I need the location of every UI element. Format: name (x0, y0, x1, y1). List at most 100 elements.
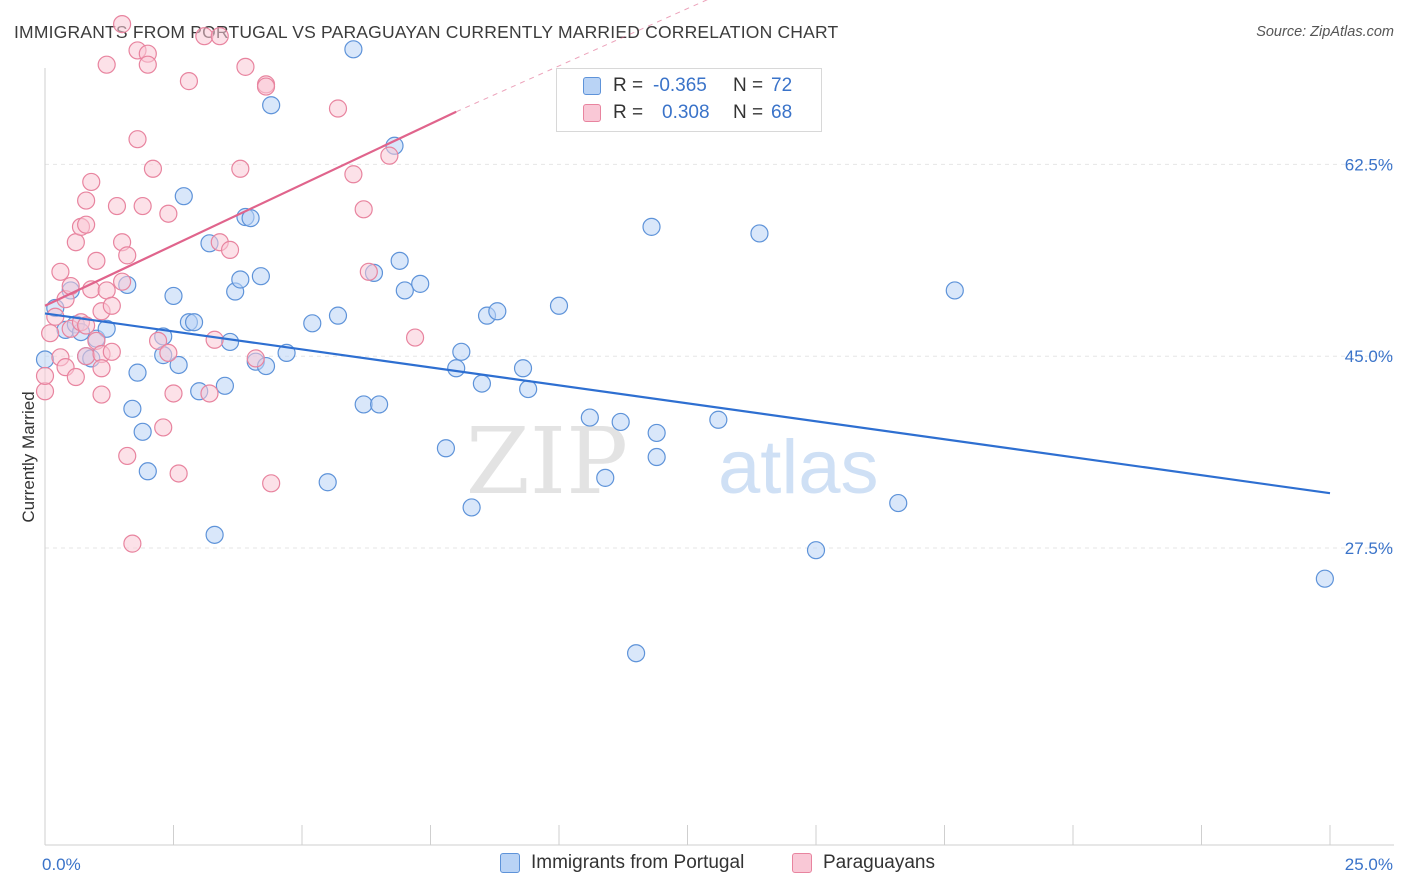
paraguayan-point (159, 343, 178, 363)
series-legend-paraguayans[interactable]: Paraguayans (792, 852, 935, 874)
watermark: ZIP atlas (466, 408, 879, 515)
legend-n-value: 68 (771, 102, 793, 123)
portugal-point (647, 423, 666, 443)
portugal-point (390, 251, 409, 270)
paraguayan-point (148, 331, 168, 350)
paraguayan-point (138, 55, 157, 74)
axes (44, 68, 1394, 846)
portugal-point (889, 493, 908, 513)
legend-swatch-blue (583, 77, 601, 95)
paraguayan-point (87, 251, 106, 270)
portugal-point (133, 422, 152, 441)
paraguayan-point (118, 446, 137, 466)
portugal-point (411, 274, 430, 293)
y-tick-label: 62.5% (1345, 155, 1393, 174)
portugal-point (205, 525, 224, 544)
paraguayan-point (195, 27, 214, 46)
portugal-point (231, 270, 250, 289)
paraguayan-point (92, 385, 111, 404)
legend-r-label: R = (613, 102, 644, 123)
portugal-point (174, 187, 193, 206)
portugal-point (138, 462, 157, 481)
paraguayan-point (92, 359, 111, 378)
paraguayan-point (328, 99, 348, 118)
portugal-point (472, 374, 491, 393)
paraguayan-point (143, 159, 163, 178)
portugal-point (169, 355, 188, 375)
portugal-point (580, 408, 599, 427)
x-tick-label: 0.0% (42, 855, 81, 874)
series-legend-label: Paraguayans (823, 852, 935, 873)
portugal-point (344, 40, 363, 59)
paraguayan-point (102, 342, 121, 361)
portugal-point (370, 395, 389, 414)
paraguayan-point (112, 15, 132, 34)
portugal-point (806, 541, 826, 560)
portugal-point (354, 395, 373, 414)
trend-lines (44, 0, 1331, 495)
portugal-point (709, 410, 728, 429)
watermark-atlas: atlas (718, 425, 879, 510)
paraguayan-point (262, 474, 281, 493)
watermark-zip: ZIP (466, 408, 628, 515)
y-tick-label: 45.0% (1345, 347, 1393, 366)
portugal-point (549, 296, 569, 315)
paraguayan-point (359, 262, 378, 281)
paraguayan-point (169, 464, 188, 483)
portugal-point (123, 399, 142, 418)
portugal-point (35, 350, 55, 369)
portugal-point (328, 306, 348, 325)
portugal-point (251, 267, 270, 286)
paraguayan-point (82, 172, 101, 192)
paraguayan-point (344, 165, 363, 184)
series-legend: Immigrants from Portugal Paraguayans (0, 852, 1406, 878)
portugal-point (128, 363, 147, 382)
legend-n-label: N = (733, 102, 764, 123)
legend-n-value: 72 (771, 75, 793, 96)
paraguayan-point (97, 55, 116, 74)
paraguayan-point (77, 316, 96, 335)
paraguayan-point (220, 240, 240, 259)
portugal-point (184, 313, 204, 332)
portugal-point (945, 281, 964, 300)
paraguayan-point (405, 328, 425, 347)
portugal-point (436, 439, 456, 458)
portugal-point (303, 314, 322, 333)
portugal-trend-line (44, 312, 1331, 495)
paraguayan-point (35, 382, 55, 401)
legend-row-portugal: R = -0.365 N = 72 (583, 74, 792, 98)
paraguayan-point (231, 159, 250, 178)
paraguayan-point (123, 534, 142, 553)
paraguayan-trend-line (44, 110, 457, 307)
portugal-point (262, 96, 281, 115)
portugal-point (318, 473, 337, 492)
portugal-point (611, 412, 630, 432)
portugal-point (750, 224, 769, 243)
paraguayan-trend-extension (455, 0, 708, 113)
paraguayan-point (380, 146, 399, 165)
paraguayan-point (354, 200, 373, 219)
paraguayan-point (102, 296, 121, 315)
series-swatch-blue (500, 853, 520, 873)
portugal-point (97, 319, 116, 338)
portugal-point (596, 468, 615, 487)
portugal-point (215, 376, 234, 395)
legend-r-value: 0.308 (662, 102, 710, 123)
paraguayan-point (66, 233, 85, 252)
y-axis-label: Currently Married (19, 391, 38, 522)
portugal-point (519, 379, 538, 399)
series-legend-portugal[interactable]: Immigrants from Portugal (500, 852, 744, 874)
tick-labels: 80.0%62.5%45.0%27.5%0.0%25.0% (42, 155, 1393, 874)
paraguayan-point (41, 324, 60, 343)
source-credit: Source: ZipAtlas.com (1256, 24, 1394, 40)
paraguayan-point (77, 191, 96, 210)
legend-swatch-pink (583, 104, 601, 122)
paraguayan-point (164, 384, 183, 403)
x-tick-label: 25.0% (1345, 855, 1393, 874)
y-tick-label: 27.5% (1345, 539, 1393, 558)
paraguayan-point (66, 367, 85, 387)
portugal-point (220, 332, 240, 352)
portugal-point (626, 644, 646, 663)
paraguayan-point (112, 272, 132, 291)
paraguayan-point (51, 262, 70, 281)
